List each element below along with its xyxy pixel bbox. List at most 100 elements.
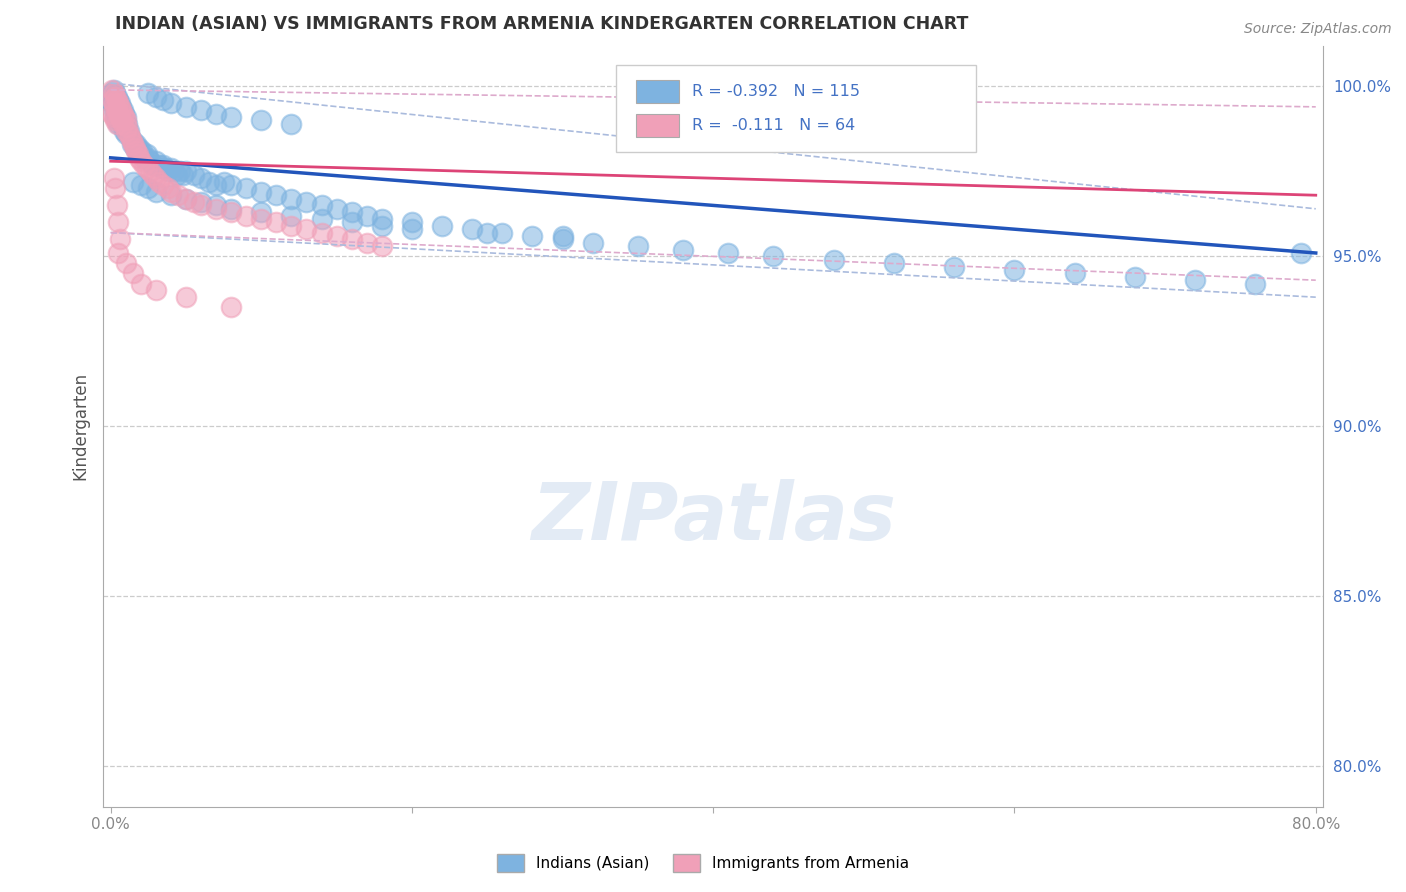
Point bbox=[340, 232, 363, 246]
Point bbox=[340, 215, 363, 229]
Point bbox=[120, 130, 142, 145]
Point bbox=[105, 100, 128, 114]
Point bbox=[461, 222, 484, 236]
Point bbox=[101, 96, 124, 111]
Point bbox=[401, 222, 423, 236]
Point bbox=[132, 158, 155, 172]
Point bbox=[108, 232, 131, 246]
Point bbox=[235, 209, 257, 223]
Point bbox=[943, 260, 966, 274]
Text: R = -0.392   N = 115: R = -0.392 N = 115 bbox=[693, 84, 860, 99]
Point bbox=[190, 198, 212, 212]
Point bbox=[108, 100, 131, 114]
Point bbox=[124, 141, 146, 155]
Y-axis label: Kindergarten: Kindergarten bbox=[72, 372, 89, 481]
Point bbox=[190, 194, 212, 209]
Point bbox=[110, 100, 132, 114]
Point bbox=[103, 87, 125, 101]
Point bbox=[136, 87, 159, 101]
Point bbox=[127, 147, 149, 161]
Point bbox=[115, 117, 138, 131]
Point bbox=[108, 96, 131, 111]
Point bbox=[111, 106, 134, 120]
Point bbox=[128, 141, 150, 155]
Text: Source: ZipAtlas.com: Source: ZipAtlas.com bbox=[1244, 22, 1392, 37]
Point bbox=[103, 96, 125, 111]
Point bbox=[105, 113, 128, 128]
Point bbox=[430, 219, 453, 233]
Point bbox=[174, 100, 197, 114]
Point bbox=[172, 168, 194, 182]
Point bbox=[148, 158, 170, 172]
Point bbox=[1184, 273, 1206, 287]
Point bbox=[311, 198, 333, 212]
Point bbox=[136, 181, 159, 195]
Point bbox=[105, 93, 128, 107]
Point bbox=[110, 113, 132, 128]
FancyBboxPatch shape bbox=[637, 114, 679, 137]
Point bbox=[280, 192, 302, 206]
Point bbox=[121, 134, 143, 148]
Point bbox=[148, 175, 170, 189]
Legend: Indians (Asian), Immigrants from Armenia: Indians (Asian), Immigrants from Armenia bbox=[489, 846, 917, 880]
Point bbox=[883, 256, 905, 270]
FancyBboxPatch shape bbox=[637, 80, 679, 103]
Point bbox=[120, 130, 142, 145]
Point bbox=[219, 301, 242, 315]
Point bbox=[129, 277, 152, 291]
Point bbox=[551, 229, 574, 244]
Point bbox=[371, 219, 394, 233]
Point bbox=[371, 212, 394, 227]
Point bbox=[104, 110, 127, 124]
Point bbox=[311, 212, 333, 227]
Point bbox=[136, 151, 159, 165]
Point bbox=[174, 290, 197, 304]
Point bbox=[107, 93, 129, 107]
Point bbox=[205, 198, 228, 212]
Point bbox=[401, 215, 423, 229]
Point bbox=[104, 113, 127, 128]
Point bbox=[205, 178, 228, 192]
Point bbox=[190, 171, 212, 186]
Point bbox=[160, 161, 183, 175]
Point bbox=[115, 120, 138, 135]
Text: R =  -0.111   N = 64: R = -0.111 N = 64 bbox=[693, 118, 856, 133]
Point bbox=[122, 134, 145, 148]
Point bbox=[101, 87, 124, 101]
Point bbox=[145, 284, 167, 298]
Point bbox=[107, 117, 129, 131]
Point bbox=[107, 96, 129, 111]
Point bbox=[142, 158, 165, 172]
Point bbox=[219, 110, 242, 124]
Point bbox=[219, 205, 242, 219]
Point bbox=[118, 123, 141, 137]
Point bbox=[160, 185, 183, 199]
Point bbox=[129, 154, 152, 169]
Point bbox=[104, 100, 127, 114]
Point bbox=[105, 89, 128, 103]
FancyBboxPatch shape bbox=[616, 65, 976, 153]
Point bbox=[103, 110, 125, 124]
Point bbox=[1123, 269, 1146, 284]
Point bbox=[156, 164, 179, 178]
Point bbox=[103, 83, 125, 97]
Point bbox=[124, 141, 146, 155]
Point bbox=[197, 175, 219, 189]
Point bbox=[111, 117, 134, 131]
Point bbox=[107, 246, 129, 260]
Point bbox=[1063, 266, 1085, 280]
Point bbox=[101, 93, 124, 107]
Point bbox=[105, 103, 128, 118]
Point bbox=[114, 113, 136, 128]
Point bbox=[169, 164, 191, 178]
Point bbox=[107, 103, 129, 118]
Point bbox=[219, 202, 242, 216]
Point bbox=[166, 168, 188, 182]
Point bbox=[823, 252, 845, 267]
Point bbox=[101, 83, 124, 97]
Point bbox=[142, 168, 165, 182]
Point bbox=[127, 144, 149, 158]
Point bbox=[717, 246, 740, 260]
Point bbox=[129, 178, 152, 192]
Point bbox=[105, 117, 128, 131]
